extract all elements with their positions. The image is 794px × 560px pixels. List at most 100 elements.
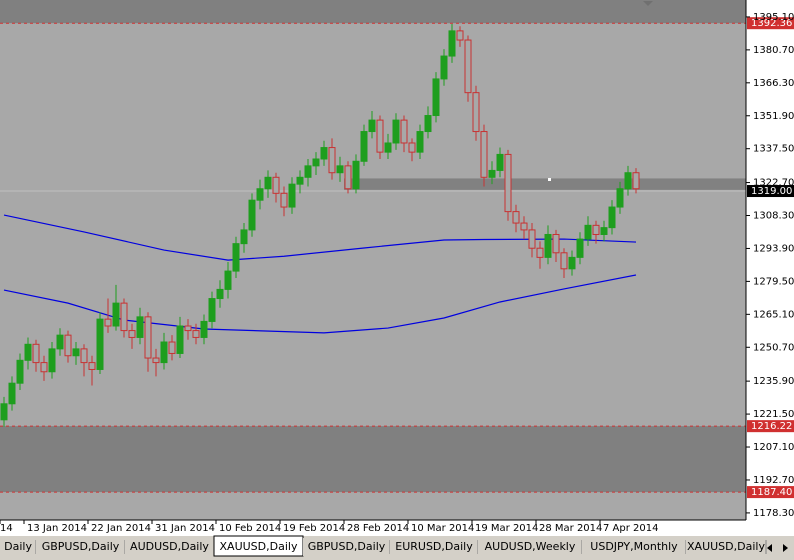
candle-body xyxy=(192,330,200,338)
candle-body xyxy=(112,302,120,327)
tab-label[interactable]: XAUUSD,Daily xyxy=(687,540,765,553)
candle-body xyxy=(376,119,384,153)
tab[interactable]: EURUSD,Daily xyxy=(390,538,479,556)
tab-label[interactable]: GBPUSD,Daily xyxy=(42,540,120,553)
candle-body xyxy=(312,158,320,167)
candle-body xyxy=(344,165,352,190)
y-tick-label: 1351.90 xyxy=(753,111,794,122)
candle-body xyxy=(392,119,400,144)
zone-rectangle xyxy=(0,426,746,493)
tab-label[interactable]: Daily xyxy=(4,540,32,553)
candle-body xyxy=(320,147,328,160)
candle-body xyxy=(616,188,624,208)
candle-body xyxy=(536,247,544,258)
candle-body xyxy=(256,188,264,201)
tab[interactable]: XAUUSD,Daily xyxy=(686,538,767,556)
y-tick-label: 1192.70 xyxy=(753,475,794,486)
tab-background[interactable] xyxy=(582,538,686,556)
candle-body xyxy=(288,183,296,208)
tab-label[interactable]: AUDUSD,Daily xyxy=(130,540,209,553)
candle-body xyxy=(88,362,96,370)
candle-body xyxy=(528,229,536,249)
scroll-left[interactable] xyxy=(767,544,772,552)
tab[interactable]: Daily xyxy=(0,538,37,556)
tab-label[interactable]: XAUUSD,Daily xyxy=(220,540,298,553)
candle-body xyxy=(576,238,584,258)
x-tick-label: 19 Mar 2014 xyxy=(475,523,538,534)
candle-body xyxy=(488,169,496,178)
candle-body xyxy=(480,131,488,178)
candle-body xyxy=(328,147,336,174)
candle-body xyxy=(176,325,184,354)
tab-background[interactable] xyxy=(686,538,766,556)
candle-body xyxy=(464,39,472,94)
y-tick-label: 1337.50 xyxy=(753,144,794,155)
tab-label[interactable]: USDJPY,Monthly xyxy=(590,540,678,553)
candle-body xyxy=(496,153,504,171)
candle-body xyxy=(600,227,608,235)
tab-label[interactable]: GBPUSD,Daily xyxy=(308,540,386,553)
tab-background[interactable] xyxy=(478,538,582,556)
level-label-box xyxy=(747,486,794,499)
candle-body xyxy=(16,359,24,384)
candle-body xyxy=(472,92,480,133)
candle-body xyxy=(448,30,456,57)
candle-body xyxy=(216,288,224,300)
y-tick-label: 1322.70 xyxy=(753,178,794,189)
tab[interactable]: USDJPY,Monthly xyxy=(582,538,687,556)
candle-body xyxy=(424,115,432,133)
y-tick-label: 1366.30 xyxy=(753,78,794,89)
candle-body xyxy=(32,343,40,364)
candle-body xyxy=(200,320,208,338)
candle-body xyxy=(56,334,64,350)
tab-label[interactable]: AUDUSD,Weekly xyxy=(485,540,576,553)
candle-body xyxy=(0,403,8,421)
candle-body xyxy=(272,176,280,194)
candle-body xyxy=(136,316,144,338)
candle-body xyxy=(440,55,448,80)
level-label-box xyxy=(747,420,794,433)
tab-label[interactable]: EURUSD,Daily xyxy=(395,540,473,553)
candle-body xyxy=(264,176,272,190)
candle-body xyxy=(360,131,368,162)
y-tick-label: 1265.10 xyxy=(753,309,794,320)
tab-background[interactable] xyxy=(125,538,214,556)
candle-body xyxy=(104,318,112,327)
candle-body xyxy=(568,256,576,270)
level-label-box xyxy=(747,17,794,30)
zone-rectangle xyxy=(0,0,746,24)
tab[interactable]: GBPUSD,Daily xyxy=(36,538,126,556)
object-anchor xyxy=(548,178,551,181)
tab[interactable]: AUDUSD,Daily xyxy=(125,538,215,556)
candle-body xyxy=(80,348,88,364)
candle-body xyxy=(352,160,360,190)
candle-body xyxy=(40,362,48,373)
candle-body xyxy=(208,298,216,322)
y-tick-label: 1380.70 xyxy=(753,45,794,56)
scroll-right[interactable] xyxy=(783,544,788,552)
y-tick-label: 1221.50 xyxy=(753,409,794,420)
tab[interactable]: XAUUSD,Daily xyxy=(213,535,304,557)
candle-body xyxy=(96,318,104,370)
x-tick-label: 10 Mar 2014 xyxy=(411,523,474,534)
candle-body xyxy=(248,199,256,231)
tab-background[interactable] xyxy=(390,538,478,556)
candle-body xyxy=(72,348,80,357)
tab-background[interactable] xyxy=(303,538,390,556)
x-tick-label: 22 Jan 2014 xyxy=(91,523,151,534)
moving-average xyxy=(3,274,637,334)
tab[interactable]: AUDUSD,Weekly xyxy=(478,538,583,556)
candle-body xyxy=(624,172,632,190)
tab[interactable]: GBPUSD,Daily xyxy=(303,538,391,556)
candle-body xyxy=(168,341,176,354)
candle-body xyxy=(152,357,160,364)
candle-body xyxy=(456,30,464,41)
candle-body xyxy=(400,119,408,144)
candle-body xyxy=(240,229,248,245)
tab-scroll xyxy=(767,544,788,552)
tab-background[interactable] xyxy=(36,538,125,556)
x-tick-label: 31 Jan 2014 xyxy=(155,523,215,534)
tab-background[interactable] xyxy=(0,538,36,556)
y-tick-label: 1207.10 xyxy=(753,442,794,453)
candle-body xyxy=(304,165,312,178)
